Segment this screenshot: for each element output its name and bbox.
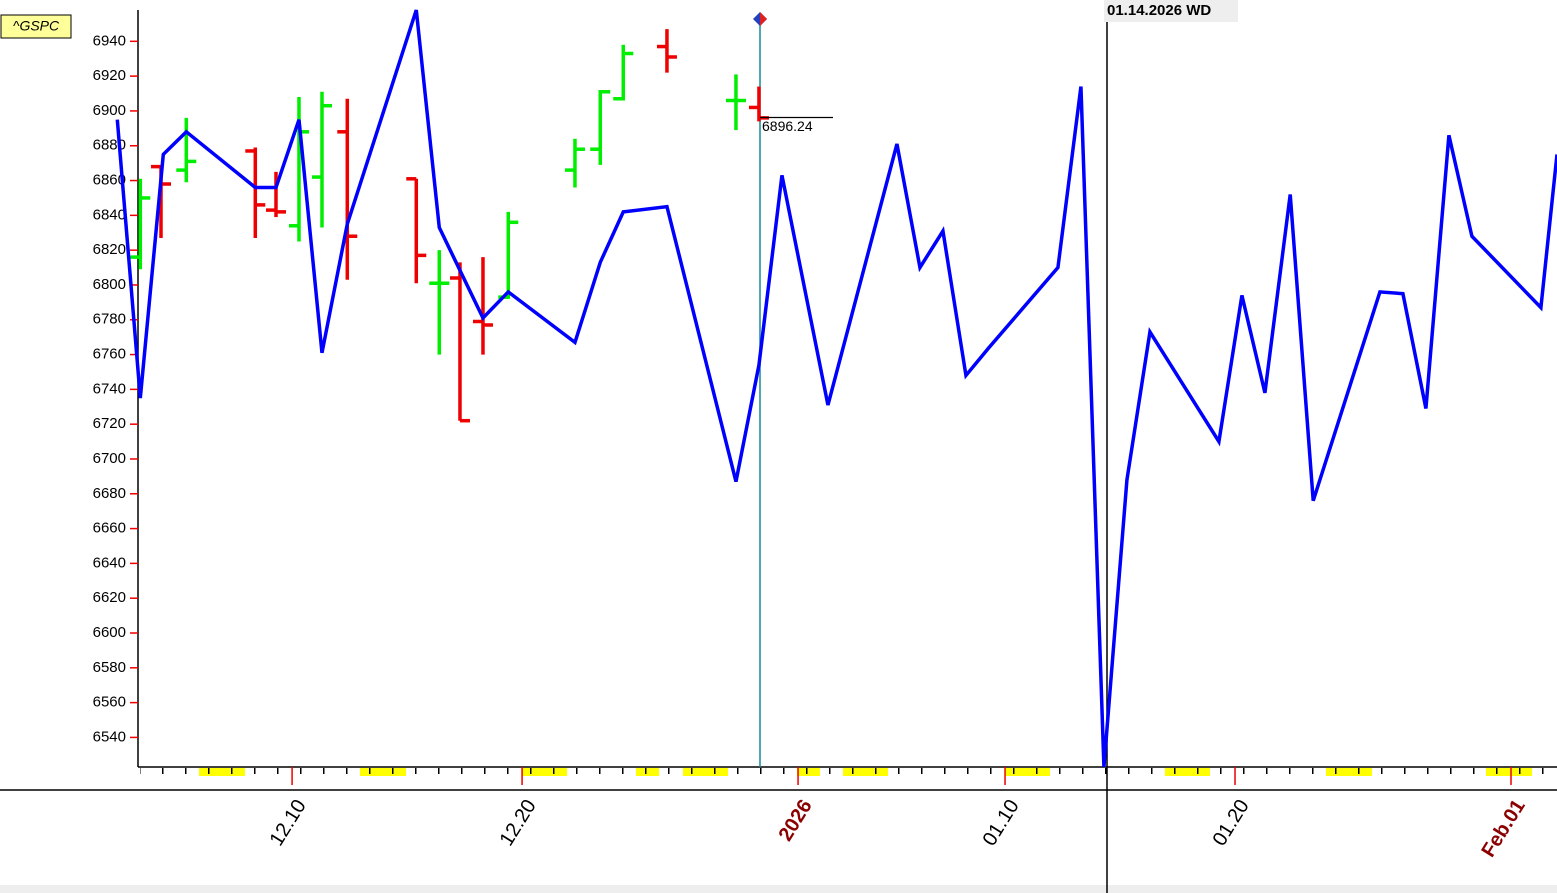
y-tick-label: 6900 <box>93 102 126 119</box>
status-strip <box>0 885 1557 893</box>
cursor-value-label: 6896.24 <box>762 118 813 134</box>
y-tick-label: 6660 <box>93 520 126 537</box>
plot: 6540 6560 6580 6600 6620 6640 6660 6680 6700 6720… <box>93 9 1557 861</box>
y-tick-label: 6940 <box>93 32 126 49</box>
symbol-box <box>0 14 72 39</box>
y-tick-label: 6840 <box>93 206 126 223</box>
x-tick-label: 01.10 <box>979 796 1024 850</box>
y-tick-label: 6680 <box>93 485 126 502</box>
date-cursor-box <box>1104 0 1238 22</box>
y-tick-label: 6620 <box>93 589 126 606</box>
y-tick-label: 6740 <box>93 380 126 397</box>
x-tick-label: Feb.01 <box>1477 796 1529 861</box>
y-tick-label: 6920 <box>93 67 126 84</box>
y-tick-label: 6780 <box>93 311 126 328</box>
x-tick-label: 12.10 <box>266 796 311 850</box>
y-tick-label: 6540 <box>93 728 126 745</box>
y-tick-label: 6800 <box>93 276 126 293</box>
x-tick-label: 2026 <box>775 796 817 845</box>
date-cursor-label: 01.14.2026 WD <box>1107 2 1211 19</box>
minor-ticks <box>140 768 1557 774</box>
y-tick-label: 6720 <box>93 415 126 432</box>
cursor-diamond-half <box>760 12 767 26</box>
y-tick-label: 6700 <box>93 450 126 467</box>
y-tick-label: 6560 <box>93 694 126 711</box>
y-tick-label: 6640 <box>93 554 126 571</box>
y-tick-label: 6600 <box>93 624 126 641</box>
y-tick-label: 6860 <box>93 172 126 189</box>
symbol-label: ^GSPC <box>13 18 60 34</box>
price-line <box>115 9 1557 768</box>
y-tick-label: 6580 <box>93 659 126 676</box>
x-tick-label: 12.20 <box>496 796 541 850</box>
x-tick-label: 01.20 <box>1209 796 1254 850</box>
y-tick-label: 6760 <box>93 346 126 363</box>
y-tick-label: 6820 <box>93 241 126 258</box>
